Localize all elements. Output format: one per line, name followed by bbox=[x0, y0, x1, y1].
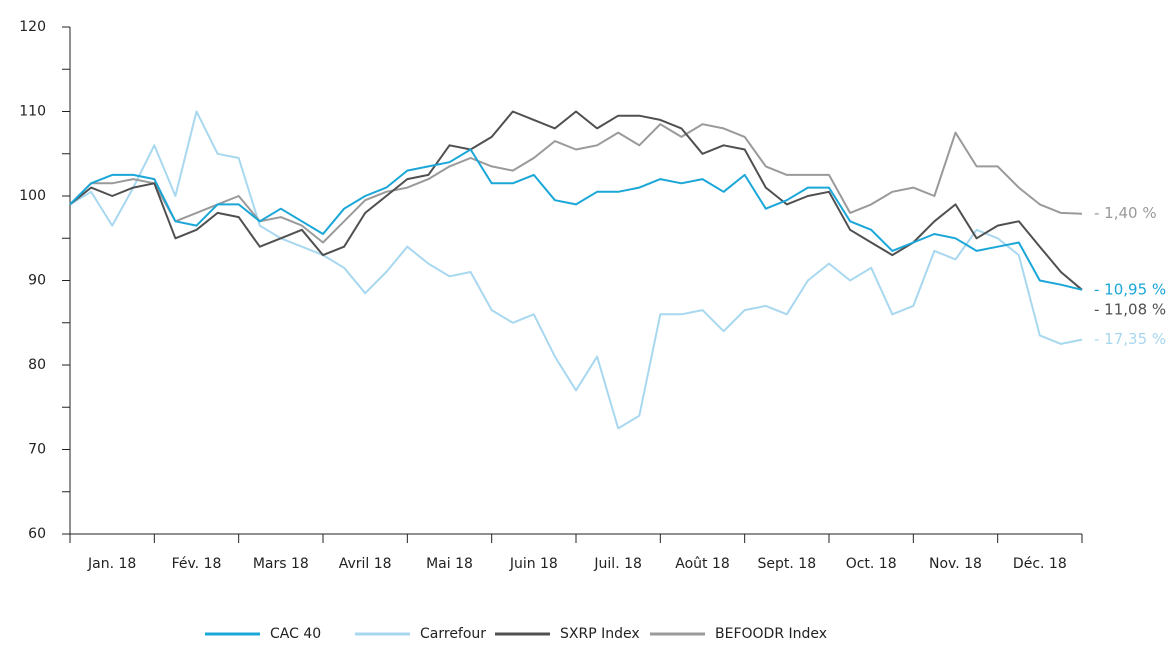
end-label: - 11,08 % bbox=[1094, 300, 1166, 318]
y-tick-label: 100 bbox=[19, 188, 46, 204]
y-tick-label: 110 bbox=[19, 104, 46, 120]
y-tick-label: 90 bbox=[28, 273, 46, 289]
y-tick-label: 120 bbox=[19, 19, 46, 35]
y-tick-label: 70 bbox=[28, 442, 46, 458]
x-tick-label: Jan. 18 bbox=[87, 556, 136, 572]
series-line bbox=[69, 110, 1083, 430]
x-tick-label: Juil. 18 bbox=[593, 556, 642, 572]
y-tick-label: 60 bbox=[28, 526, 46, 542]
end-label: - 1,40 % bbox=[1094, 204, 1157, 222]
x-tick-label: Juin 18 bbox=[509, 556, 558, 572]
series-line bbox=[69, 123, 1083, 244]
legend-label: BEFOODR Index bbox=[715, 626, 827, 642]
x-tick-label: Mars 18 bbox=[253, 556, 309, 572]
legend-label: Carrefour bbox=[420, 626, 486, 642]
legend-label: SXRP Index bbox=[560, 626, 640, 642]
x-tick-label: Avril 18 bbox=[339, 556, 392, 572]
legend-label: CAC 40 bbox=[270, 626, 321, 642]
x-tick-label: Août 18 bbox=[675, 556, 730, 572]
x-tick-label: Sept. 18 bbox=[758, 556, 817, 572]
series-line bbox=[69, 148, 1083, 291]
x-tick-label: Oct. 18 bbox=[846, 556, 897, 572]
end-label: - 17,35 % bbox=[1094, 330, 1166, 348]
x-tick-label: Nov. 18 bbox=[929, 556, 982, 572]
end-label: - 10,95 % bbox=[1094, 280, 1166, 298]
y-tick-label: 80 bbox=[28, 357, 46, 373]
x-tick-label: Déc. 18 bbox=[1013, 556, 1067, 572]
x-tick-label: Mai 18 bbox=[426, 556, 473, 572]
x-tick-label: Fév. 18 bbox=[172, 556, 222, 572]
